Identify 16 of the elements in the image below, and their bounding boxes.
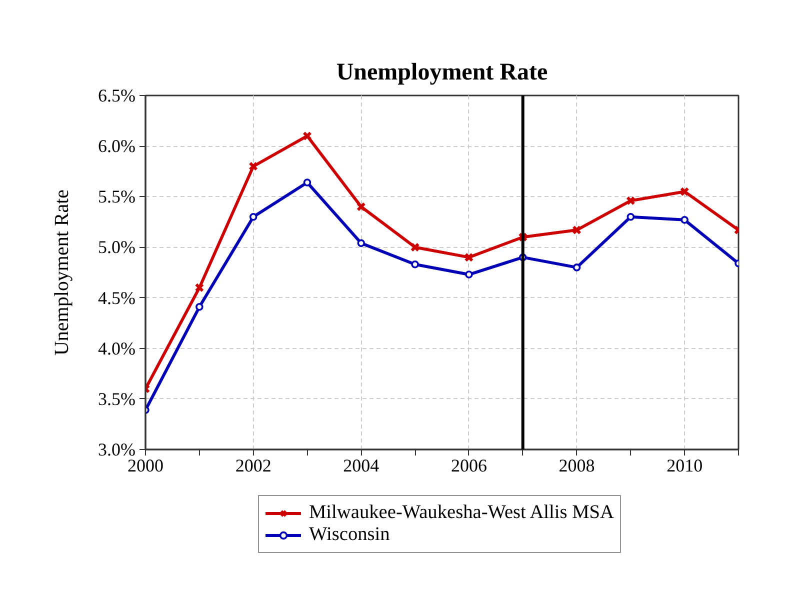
- y-tick-label: 6.0%: [98, 136, 136, 156]
- y-axis-title: Unemployment Rate: [51, 189, 74, 356]
- x-tick-label: 2008: [558, 456, 595, 476]
- y-tick-label: 5.0%: [98, 237, 136, 258]
- y-tick-label: 6.5%: [98, 86, 136, 106]
- legend-label: Milwaukee-Waukesha-West Allis MSA: [309, 502, 614, 524]
- chart-title: Unemployment Rate: [336, 60, 548, 86]
- x-tick-label: 2006: [450, 456, 487, 476]
- x-tick-label: 2002: [235, 456, 272, 476]
- y-tick-label: 5.5%: [98, 186, 136, 207]
- y-tick-label: 4.5%: [98, 288, 136, 308]
- y-tick-label: 3.5%: [98, 388, 136, 409]
- legend-label: Wisconsin: [309, 524, 390, 546]
- x-tick-label: 2010: [666, 456, 703, 476]
- y-tick-label: 4.0%: [98, 338, 136, 358]
- x-tick-label: 2004: [343, 456, 380, 476]
